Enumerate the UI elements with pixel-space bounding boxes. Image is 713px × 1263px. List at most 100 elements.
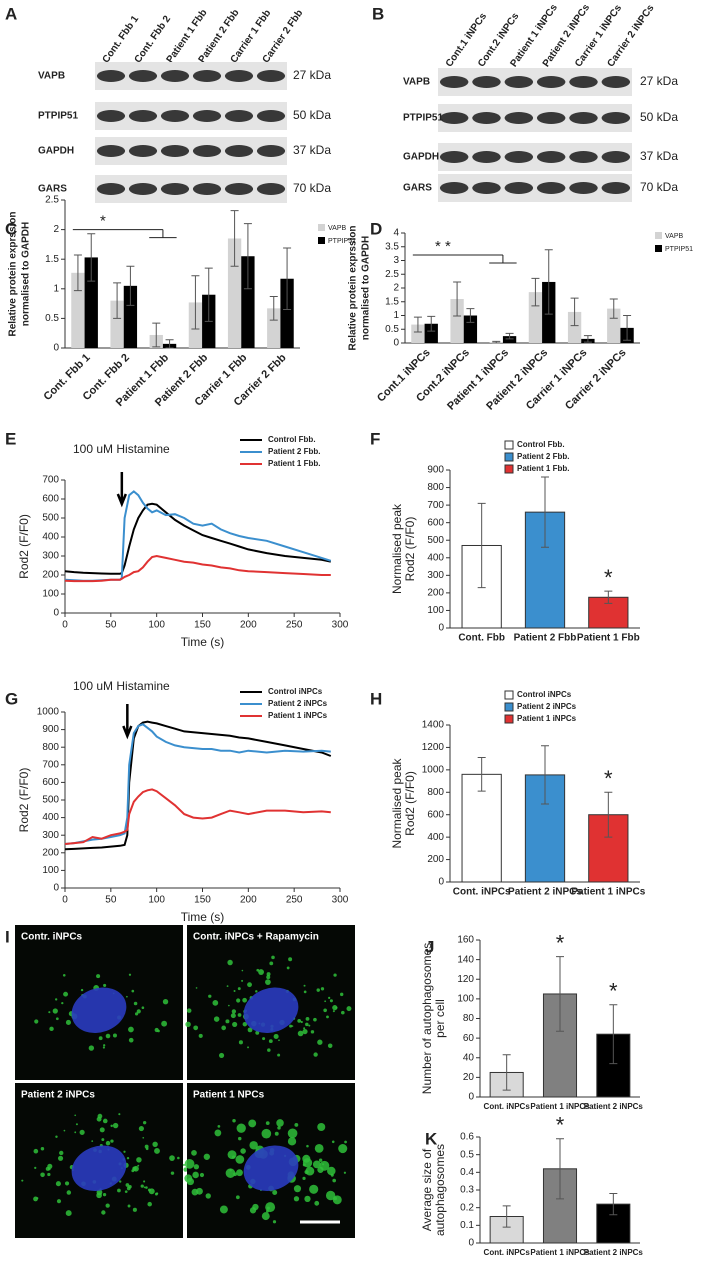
autophagosome [128, 973, 132, 976]
autophagosome [271, 955, 275, 960]
y-tick-label: 800 [42, 742, 59, 753]
autophagosome [255, 1030, 260, 1035]
autophagosome [247, 982, 252, 988]
autophagosome [34, 1019, 39, 1024]
autophagosome [98, 1036, 103, 1041]
y-tick-label: 0.5 [385, 324, 399, 335]
legend-swatch [504, 702, 514, 712]
legend-label: PTPIP51 [328, 238, 356, 245]
panel-letter: D [370, 219, 382, 238]
y-tick-label: 300 [427, 570, 444, 581]
significance-star: * [609, 979, 618, 1004]
autophagosome [143, 1186, 146, 1189]
legend-swatch [504, 464, 514, 474]
autophagosome [252, 1203, 259, 1211]
autophagosome [304, 1195, 311, 1202]
significance-star: * [100, 213, 106, 230]
bar [241, 256, 255, 348]
autophagosome [213, 1016, 220, 1022]
autophagosome [237, 1013, 242, 1017]
y-axis-label: Normalised peak [390, 757, 404, 848]
band [192, 70, 222, 82]
autophagosome [303, 990, 307, 994]
autophagosome [265, 979, 271, 985]
autophagosome [289, 1024, 293, 1028]
error-bar [477, 502, 486, 589]
autophagosome [293, 1196, 300, 1202]
y-tick-label: 0.6 [460, 1132, 474, 1143]
y-tick-label: 600 [427, 517, 444, 528]
y-axis-label: per cell [433, 999, 447, 1038]
y-tick-label: 3.5 [385, 241, 399, 252]
y-tick-label: 60 [463, 1033, 475, 1044]
autophagosome [266, 975, 271, 980]
y-tick-label: 1000 [422, 764, 445, 775]
autophagosome [328, 996, 331, 1000]
autophagosome [141, 1006, 145, 1010]
autophagosome [247, 1027, 253, 1033]
x-axis-label: Time (s) [181, 635, 225, 649]
bar [450, 299, 464, 343]
size-label: 50 kDa [293, 108, 331, 122]
y-tick-label: 900 [42, 724, 59, 735]
y-tick-label: 100 [42, 865, 59, 876]
autophagosome [128, 1185, 132, 1189]
autophagosome [186, 1008, 192, 1013]
band [224, 183, 254, 195]
autophagosome [148, 1188, 155, 1195]
autophagosome [318, 1158, 323, 1162]
legend-label: Control Fbb. [517, 440, 565, 449]
error-bar [541, 476, 549, 548]
legend-label: Patient 2 Fbb. [268, 447, 320, 456]
autophagosome [162, 999, 169, 1005]
error-bar [453, 281, 462, 317]
annotation: 100 uM Histamine [73, 442, 170, 456]
error-bar [269, 295, 278, 321]
significance-bracket [412, 254, 517, 264]
error-bar [541, 745, 549, 805]
band [536, 76, 566, 88]
autophagosome [276, 1119, 284, 1127]
y-tick-label: 0.1 [460, 1220, 474, 1231]
autophagosome [232, 1118, 236, 1123]
error-bar [243, 223, 252, 290]
legend-label: VAPB [328, 225, 346, 232]
autophagosome [63, 1129, 66, 1132]
autophagosome [152, 1141, 158, 1147]
autophagosome [302, 1154, 311, 1163]
band [192, 110, 222, 122]
blot-strip [95, 62, 287, 90]
micrograph-label: Contr. iNPCs [21, 932, 83, 943]
y-tick-label: 1.5 [385, 296, 399, 307]
band [536, 182, 566, 194]
y-tick-label: 700 [42, 759, 59, 770]
autophagosome [138, 1126, 144, 1132]
band [256, 70, 286, 82]
x-tick-label: Patient 2 iNPCs [508, 887, 582, 898]
panel-letter: F [370, 429, 380, 448]
autophagosome [123, 1150, 126, 1153]
blot-strip [438, 68, 632, 96]
micrograph-label: Patient 1 NPCs [193, 1090, 265, 1101]
legend-swatch [318, 237, 325, 244]
autophagosome [265, 1202, 276, 1213]
error-bar [73, 254, 82, 292]
x-tick-label: 100 [148, 620, 165, 631]
autophagosome [238, 1136, 242, 1141]
autophagosome [343, 1171, 347, 1174]
autophagosome [134, 1012, 139, 1016]
y-tick-label: 600 [42, 777, 59, 788]
error-bar [609, 1004, 618, 1065]
autophagosome [184, 1158, 195, 1169]
line-series [64, 502, 332, 575]
band [224, 70, 254, 82]
autophagosome [33, 1196, 38, 1202]
autophagosome [21, 1179, 24, 1182]
y-tick-label: 160 [457, 935, 474, 946]
size-label: 37 kDa [293, 143, 331, 157]
error-bar [230, 210, 239, 267]
autophagosome [344, 1140, 347, 1144]
band [96, 110, 126, 122]
x-tick-label: 0 [62, 620, 68, 631]
